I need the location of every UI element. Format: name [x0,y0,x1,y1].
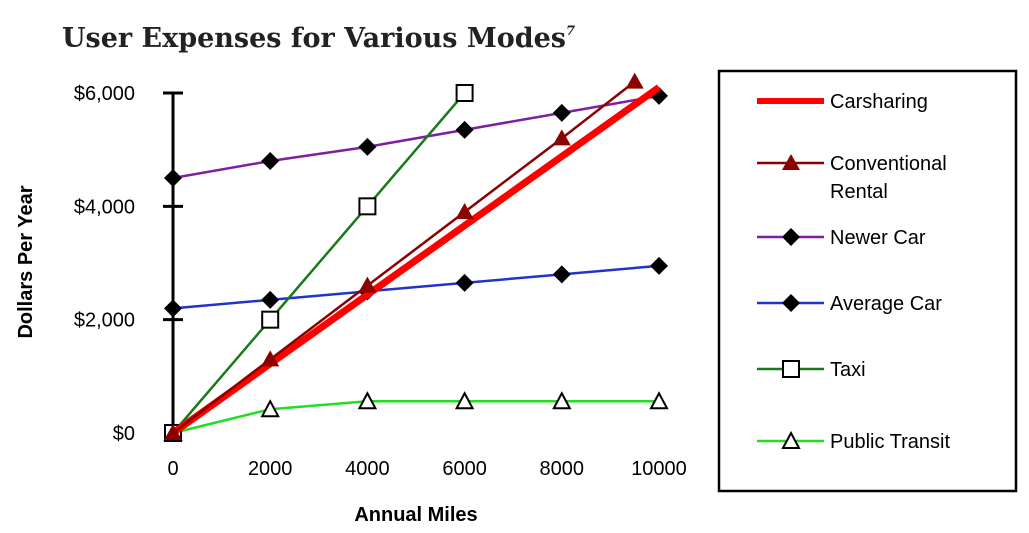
legend-label: Conventional [830,153,947,175]
legend-label: Average Car [830,293,942,315]
series-carsharing [170,84,662,436]
x-tick-label: 4000 [345,458,390,480]
legend-box [717,69,1018,493]
x-tick-label: 0 [167,458,178,480]
series-line [172,92,466,434]
series-line [172,94,660,180]
data-point [164,424,182,440]
data-point [358,276,377,293]
legend-marker [782,228,800,246]
legend-item-average-car: Average Car [757,293,942,315]
data-point [455,84,474,102]
data-point [261,310,280,329]
y-tick-label: $4,000 [74,196,135,218]
tick-labels: $0 $2,000 $4,000 $6,000 0 2000 4000 6000 8000 100… [74,83,687,480]
x-tick-label: 8000 [540,458,585,480]
y-tick-label: $2,000 [74,310,135,332]
series-line [172,264,660,310]
data-point [552,129,571,146]
y-tick-label: $0 [113,423,135,445]
series-line [172,80,636,434]
legend-item-public-transit: Public Transit [757,430,950,453]
plot-series [163,72,669,442]
x-axis-title: Annual Miles [354,504,477,526]
data-point [650,256,668,275]
data-point [164,299,182,318]
legend-item-taxi: Taxi [757,359,866,381]
x-tick-label: 6000 [442,458,487,480]
data-point [261,350,280,367]
data-point [164,169,182,187]
series-line [172,400,659,435]
y-tick-label: $6,000 [74,83,135,105]
data-point [649,391,669,410]
legend-marker [782,360,800,378]
data-point [552,103,571,122]
legend-item-carsharing: Carsharing [757,91,928,113]
data-point [358,197,377,216]
data-point [261,152,280,170]
legend-marker [782,154,800,170]
x-tick-label: 10000 [631,458,687,480]
legend: Carsharing Conventional Rental Newer Car Ave… [717,69,1018,493]
series-newer-car [164,86,668,187]
data-point [357,391,378,410]
legend-marker [782,294,800,312]
data-point [260,399,280,418]
series-conventional-rental [164,72,644,440]
data-point [454,391,475,410]
data-point [455,203,474,219]
legend-label: Carsharing [830,91,928,113]
series-line [170,84,662,436]
legend-item-conventional-rental: Conventional Rental [757,153,947,203]
series-taxi [164,84,474,442]
data-point [552,391,572,410]
legend-marker [781,430,801,449]
series-public-transit [163,391,669,441]
y-axis-title: Dollars Per Year [15,185,37,338]
chart-title: User Expenses for Various Modes7 [62,23,575,54]
axes [163,91,183,433]
data-point [261,290,280,309]
data-point [552,265,571,284]
legend-label: Newer Car [830,227,926,249]
series-average-car [164,256,668,318]
chart-title-text: User Expenses for Various Modes [62,23,566,54]
data-point [358,137,377,156]
x-tick-label: 2000 [248,458,293,480]
legend-label: Rental [830,181,888,203]
data-point [455,120,474,139]
legend-label: Taxi [830,359,866,381]
data-point [625,72,644,89]
data-point [455,273,474,292]
legend-label: Public Transit [830,431,950,453]
legend-item-newer-car: Newer Car [757,227,926,249]
chart-title-superscript: 7 [566,24,575,39]
